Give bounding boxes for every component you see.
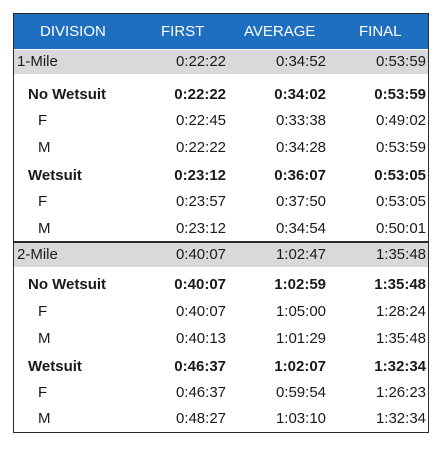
table-row: M 0:40:13 1:01:29 1:35:48	[14, 326, 428, 352]
final-cell: 0:53:59	[375, 139, 426, 156]
subgroup-row-no-wetsuit: No Wetsuit 0:22:22 0:34:02 0:53:59	[14, 81, 428, 108]
subgroup-row-wetsuit: Wetsuit 0:23:12 0:36:07 0:53:05	[14, 162, 428, 189]
average-cell: 0:34:02	[274, 86, 326, 103]
average-cell: 0:34:54	[275, 220, 326, 237]
first-cell: 0:40:07	[175, 246, 226, 263]
header-average: AVERAGE	[244, 23, 316, 40]
first-cell: 0:48:27	[175, 410, 226, 427]
division-cell: M	[38, 139, 51, 156]
section-row-2-mile: 2-Mile 0:40:07 1:02:47 1:35:48	[14, 243, 428, 267]
table-header: DIVISION FIRST AVERAGE FINAL	[14, 14, 428, 49]
table-row: F 0:40:07 1:05:00 1:28:24	[14, 299, 428, 325]
final-cell: 1:28:24	[375, 303, 426, 320]
division-cell: F	[38, 112, 48, 129]
division-cell: Wetsuit	[28, 167, 82, 184]
final-cell: 0:50:01	[375, 220, 426, 237]
average-cell: 1:05:00	[275, 303, 326, 320]
final-cell: 1:35:48	[374, 276, 426, 293]
average-cell: 1:02:47	[275, 246, 326, 263]
final-cell: 1:35:48	[375, 246, 426, 263]
final-cell: 1:35:48	[375, 330, 426, 347]
table-row: M 0:22:22 0:34:28 0:53:59	[14, 135, 428, 161]
division-cell: 1-Mile	[17, 53, 58, 70]
average-cell: 1:03:10	[275, 410, 326, 427]
table-row: F 0:46:37 0:59:54 1:26:23	[14, 380, 428, 406]
first-cell: 0:22:22	[175, 139, 226, 156]
final-cell: 0:53:59	[374, 86, 426, 103]
final-cell: 1:26:23	[375, 384, 426, 401]
table-row: F 0:23:57 0:37:50 0:53:05	[14, 189, 428, 215]
average-cell: 1:01:29	[275, 330, 326, 347]
division-cell: No Wetsuit	[28, 86, 107, 103]
section-row-1-mile: 1-Mile 0:22:22 0:34:52 0:53:59	[14, 50, 428, 74]
subgroup-row-wetsuit: Wetsuit 0:46:37 1:02:07 1:32:34	[14, 353, 428, 380]
final-cell: 0:53:05	[375, 193, 426, 210]
average-cell: 0:34:52	[275, 53, 326, 70]
first-cell: 0:23:57	[175, 193, 226, 210]
division-cell: F	[38, 303, 48, 320]
average-cell: 0:59:54	[275, 384, 326, 401]
first-cell: 0:46:37	[175, 384, 226, 401]
first-cell: 0:46:37	[174, 358, 226, 375]
subgroup-row-no-wetsuit: No Wetsuit 0:40:07 1:02:59 1:35:48	[14, 271, 428, 298]
final-cell: 1:32:34	[375, 410, 426, 427]
average-cell: 0:37:50	[275, 193, 326, 210]
table-row: F 0:22:45 0:33:38 0:49:02	[14, 108, 428, 134]
first-cell: 0:22:22	[175, 53, 226, 70]
header-first: FIRST	[161, 23, 205, 40]
first-cell: 0:40:07	[174, 276, 226, 293]
final-cell: 0:53:59	[375, 53, 426, 70]
table-row: M 0:48:27 1:03:10 1:32:34	[14, 406, 428, 432]
division-cell: M	[38, 330, 51, 347]
division-cell: 2-Mile	[17, 246, 58, 263]
average-cell: 0:36:07	[274, 167, 326, 184]
division-cell: F	[38, 384, 48, 401]
average-cell: 0:33:38	[275, 112, 326, 129]
division-cell: M	[38, 220, 51, 237]
division-cell: M	[38, 410, 51, 427]
table-row: M 0:23:12 0:34:54 0:50:01	[14, 216, 428, 242]
header-final: FINAL	[359, 23, 402, 40]
final-cell: 0:49:02	[375, 112, 426, 129]
final-cell: 0:53:05	[374, 167, 426, 184]
final-cell: 1:32:34	[374, 358, 426, 375]
average-cell: 0:34:28	[275, 139, 326, 156]
results-table: DIVISION FIRST AVERAGE FINAL 1-Mile 0:22…	[13, 13, 429, 433]
header-division: DIVISION	[40, 23, 106, 40]
first-cell: 0:22:45	[175, 112, 226, 129]
first-cell: 0:23:12	[175, 220, 226, 237]
division-cell: F	[38, 193, 48, 210]
first-cell: 0:40:07	[175, 303, 226, 320]
first-cell: 0:22:22	[174, 86, 226, 103]
average-cell: 1:02:07	[274, 358, 326, 375]
section-divider	[14, 241, 428, 243]
average-cell: 1:02:59	[274, 276, 326, 293]
division-cell: No Wetsuit	[28, 276, 107, 293]
first-cell: 0:40:13	[175, 330, 226, 347]
division-cell: Wetsuit	[28, 358, 82, 375]
first-cell: 0:23:12	[174, 167, 226, 184]
